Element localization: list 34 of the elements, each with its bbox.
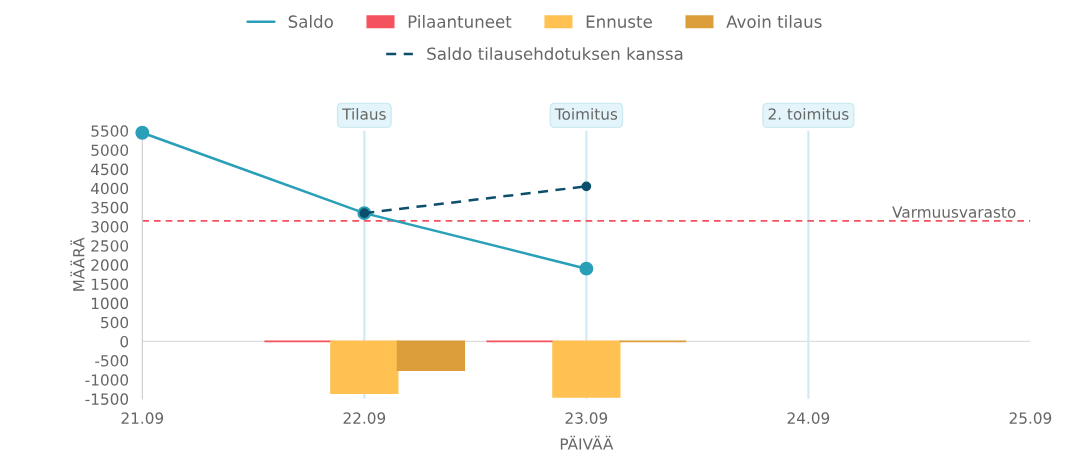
y-tick-label: 2000	[91, 259, 129, 271]
point	[581, 181, 592, 192]
y-tick-label: 5500	[91, 125, 129, 137]
legend-label: Avoin tilaus	[726, 15, 822, 28]
y-tick-label: 500	[101, 316, 129, 329]
y-axis-title: MÄÄRÄ	[70, 237, 85, 291]
point	[579, 261, 594, 276]
legend-label: Ennuste	[586, 15, 652, 28]
point	[135, 125, 150, 140]
y-tick-label: 0	[120, 335, 129, 348]
legend-label: Saldo	[288, 15, 333, 28]
x-tick-label: 23.09	[565, 412, 608, 424]
legend-label: Saldo tilausehdotuksen kanssa	[427, 47, 683, 61]
y-tick-label: 3000	[91, 221, 129, 233]
ref-line-label: Varmuusvarasto	[892, 206, 1016, 218]
y-tick-label: 5000	[91, 144, 129, 156]
legend-label: Pilaantuneet	[408, 15, 512, 28]
y-tick-label: -1000	[85, 374, 129, 386]
y-tick-label: 3500	[91, 201, 129, 214]
y-tick-label: 1000	[91, 297, 129, 310]
x-tick-label: 24.09	[787, 412, 830, 424]
y-tick-label: 1500	[91, 278, 129, 291]
y-tick-label: 2500	[91, 240, 129, 252]
ref-line-label: 2. toimitus	[768, 107, 849, 120]
ref-line-label: Toimitus	[554, 107, 618, 120]
x-tick-label: 21.09	[121, 412, 164, 424]
x-tick-label: 22.09	[343, 412, 386, 424]
x-axis-title: PÄIVÄÄ	[560, 435, 614, 450]
ref-line-label: Tilaus	[342, 107, 386, 120]
y-tick-label: -500	[95, 355, 129, 367]
y-tick-label: 4000	[90, 182, 129, 195]
y-tick-label: 4500	[90, 163, 129, 176]
y-tick-label: -1500	[85, 393, 129, 405]
x-tick-label: 25.09	[1009, 412, 1052, 424]
